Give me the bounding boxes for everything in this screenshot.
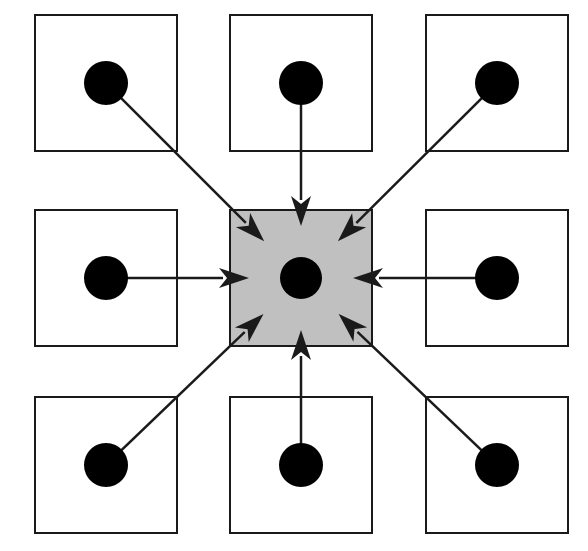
edge-line-r0-c0 — [105, 82, 247, 224]
edge-line-r0-c2 — [355, 82, 498, 224]
center-node — [280, 257, 322, 299]
neighbor-node-r2-c1 — [279, 443, 323, 487]
edge-line-r2-c0 — [105, 331, 246, 466]
arrowhead-r0-c2 — [337, 213, 367, 242]
arrowhead-r2-c0 — [234, 314, 264, 342]
neighbor-node-r2-c2 — [475, 443, 519, 487]
arrowhead-r0-c1 — [291, 196, 311, 226]
neighbor-node-r1-c2 — [475, 256, 519, 300]
arrowhead-r2-c1 — [291, 330, 311, 360]
neighbor-node-r0-c0 — [84, 61, 128, 105]
neighbor-node-r1-c0 — [84, 256, 128, 300]
arrowhead-r2-c2 — [338, 313, 368, 342]
neighbor-node-r0-c1 — [279, 61, 323, 105]
arrowhead-r0-c0 — [235, 212, 265, 242]
arrowhead-r1-c0 — [219, 268, 249, 288]
edge-line-r2-c2 — [356, 330, 498, 466]
nodes-layer — [84, 61, 519, 487]
neighbor-node-r2-c0 — [84, 443, 128, 487]
neighbor-node-r0-c2 — [475, 61, 519, 105]
arrowhead-r1-c2 — [353, 268, 383, 288]
